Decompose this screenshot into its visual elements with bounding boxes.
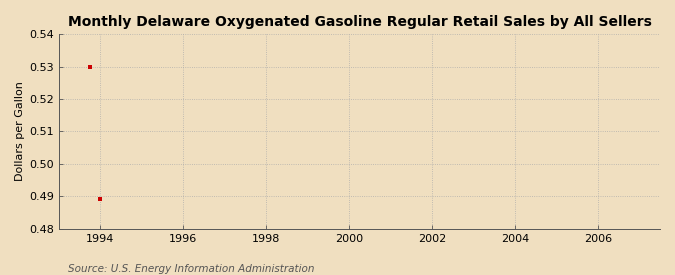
- Text: Source: U.S. Energy Information Administration: Source: U.S. Energy Information Administ…: [68, 264, 314, 274]
- Y-axis label: Dollars per Gallon: Dollars per Gallon: [15, 82, 25, 182]
- Title: Monthly Delaware Oxygenated Gasoline Regular Retail Sales by All Sellers: Monthly Delaware Oxygenated Gasoline Reg…: [68, 15, 651, 29]
